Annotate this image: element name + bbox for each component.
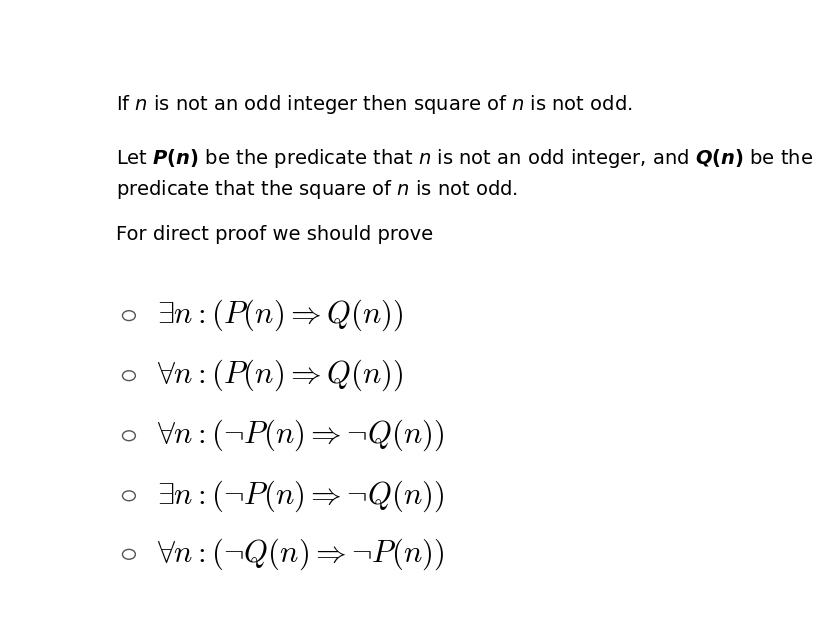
Text: $\exists n : (\neg P(n) \Rightarrow \neg Q(n))$: $\exists n : (\neg P(n) \Rightarrow \neg… xyxy=(157,478,444,513)
Text: $\forall n : (\neg Q(n) \Rightarrow \neg P(n))$: $\forall n : (\neg Q(n) \Rightarrow \neg… xyxy=(157,537,444,572)
Text: Let $\boldsymbol{P(n)}$ be the predicate that $\mathit{n}$ is not an odd integer: Let $\boldsymbol{P(n)}$ be the predicate… xyxy=(116,147,813,170)
Text: $\forall n : (P(n) \Rightarrow Q(n))$: $\forall n : (P(n) \Rightarrow Q(n))$ xyxy=(157,358,403,394)
Text: If $\mathit{n}$ is not an odd integer then square of $\mathit{n}$ is not odd.: If $\mathit{n}$ is not an odd integer th… xyxy=(116,93,632,116)
Text: For direct proof we should prove: For direct proof we should prove xyxy=(116,225,433,244)
Text: predicate that the square of $\mathit{n}$ is not odd.: predicate that the square of $\mathit{n}… xyxy=(116,178,518,201)
Text: $\forall n : (\neg P(n) \Rightarrow \neg Q(n))$: $\forall n : (\neg P(n) \Rightarrow \neg… xyxy=(157,418,444,453)
Text: $\exists n : (P(n) \Rightarrow Q(n))$: $\exists n : (P(n) \Rightarrow Q(n))$ xyxy=(157,298,403,333)
